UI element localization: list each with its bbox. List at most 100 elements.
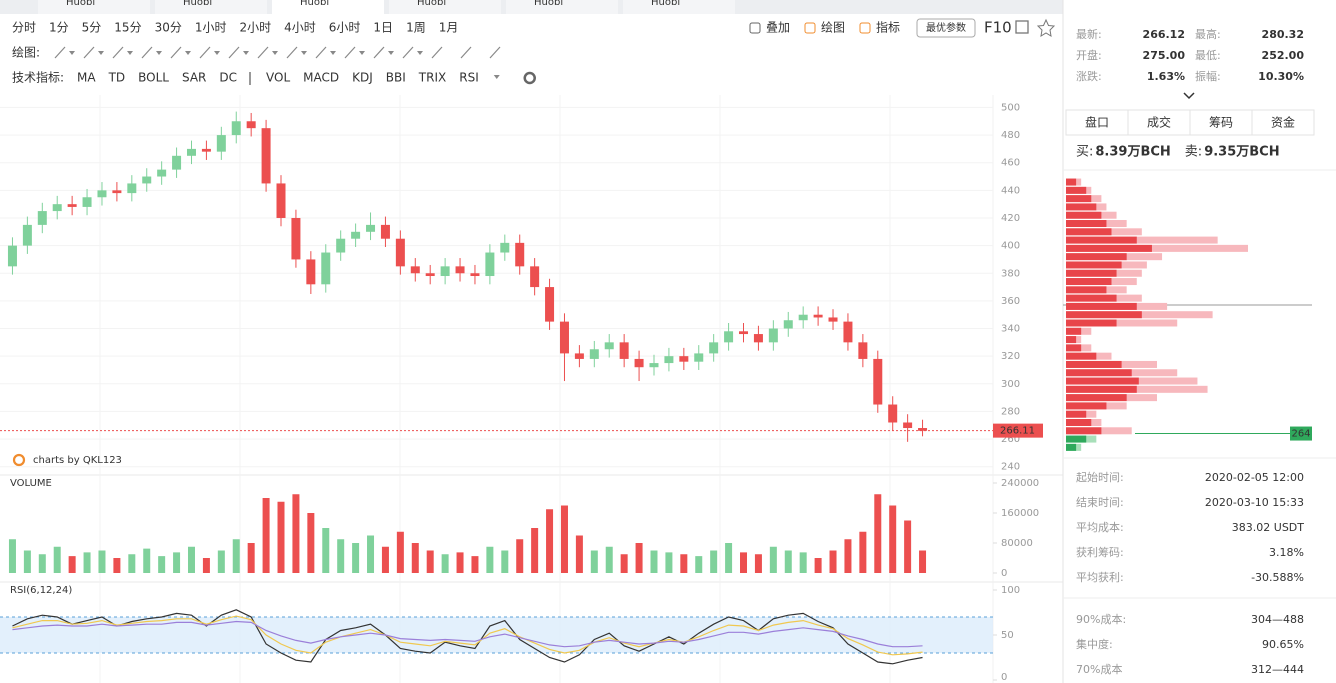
browser-tab[interactable] — [38, 0, 150, 14]
candle-body — [768, 328, 778, 343]
side-tab-label[interactable]: 资金 — [1271, 115, 1295, 130]
draw-tool-dropdown[interactable] — [69, 51, 75, 55]
side-tab-label[interactable]: 盘口 — [1085, 115, 1109, 130]
period-button[interactable]: 分时 — [12, 21, 36, 35]
draw-tool-dropdown[interactable] — [127, 51, 133, 55]
draw-tool-icon[interactable] — [489, 46, 501, 59]
indicator-button[interactable]: RSI — [459, 71, 479, 85]
browser-tab-title[interactable]: Huobi — [534, 0, 563, 8]
period-button[interactable]: 5分 — [82, 21, 102, 35]
tool-button[interactable]: 绘图 — [821, 20, 845, 35]
browser-tab[interactable] — [155, 0, 267, 14]
draw-tool-dropdown[interactable] — [330, 51, 336, 55]
candle-body — [201, 148, 211, 152]
browser-tab-title[interactable]: Huobi — [417, 0, 446, 8]
best-params-label[interactable]: 最优参数 — [926, 21, 966, 34]
draw-tool-icon[interactable] — [54, 46, 66, 59]
tool-button[interactable]: 叠加 — [766, 21, 790, 35]
f10-button[interactable]: F10 — [984, 19, 1012, 37]
indicator-button[interactable]: TD — [108, 71, 126, 85]
draw-tool-icon[interactable] — [199, 46, 211, 59]
fullscreen-icon[interactable] — [1015, 20, 1029, 34]
candle-body — [112, 190, 122, 194]
indicator-button[interactable]: MACD — [303, 71, 339, 85]
volume-bar — [307, 513, 315, 573]
browser-tab-title[interactable]: Huobi — [66, 0, 95, 8]
chip-current-box — [1290, 426, 1312, 441]
draw-tool-icon[interactable] — [141, 46, 153, 59]
draw-tool-icon[interactable] — [460, 46, 472, 59]
best-params-button[interactable] — [916, 18, 976, 38]
period-button[interactable]: 1小时 — [195, 21, 227, 35]
indicator-button[interactable]: DC — [219, 71, 237, 85]
side-tab-label[interactable]: 筹码 — [1209, 116, 1233, 130]
period-button[interactable]: 1日 — [373, 21, 393, 35]
period-button[interactable]: 2小时 — [240, 21, 272, 35]
indicator-button[interactable]: KDJ — [352, 71, 373, 85]
side-tab[interactable] — [1189, 109, 1253, 136]
browser-tab-title[interactable]: Huobi — [300, 0, 329, 8]
tool-icon[interactable] — [804, 22, 816, 34]
side-tab-label[interactable]: 成交 — [1147, 115, 1171, 130]
volume-axis-label: 0 — [1001, 568, 1007, 579]
volume-bar — [426, 550, 434, 573]
indicator-dropdown[interactable] — [493, 75, 500, 79]
draw-tool-icon[interactable] — [402, 46, 414, 59]
chip-bar — [1066, 253, 1127, 261]
period-button[interactable]: 1月 — [439, 21, 459, 35]
volume-bar — [396, 531, 404, 573]
draw-tool-dropdown[interactable] — [185, 51, 191, 55]
browser-tab[interactable] — [389, 0, 501, 14]
info-value: 90.65% — [1262, 638, 1304, 651]
browser-tab[interactable] — [623, 0, 735, 14]
draw-tool-icon[interactable] — [112, 46, 124, 59]
draw-tool-icon[interactable] — [344, 46, 356, 59]
period-button[interactable]: 1分 — [49, 21, 69, 35]
volume-bar — [740, 552, 748, 573]
tool-icon[interactable] — [749, 22, 761, 34]
browser-tab-title[interactable]: Huobi — [651, 0, 680, 8]
draw-tool-dropdown[interactable] — [214, 51, 220, 55]
indicator-button[interactable]: BBI — [386, 71, 406, 85]
draw-tool-dropdown[interactable] — [301, 51, 307, 55]
period-button[interactable]: 1周 — [406, 21, 426, 35]
period-button[interactable]: 4小时 — [284, 21, 316, 35]
tool-icon[interactable] — [859, 22, 871, 34]
draw-tool-dropdown[interactable] — [156, 51, 162, 55]
period-button[interactable]: 30分 — [155, 21, 182, 35]
volume-bar — [531, 528, 539, 573]
draw-tool-dropdown[interactable] — [388, 51, 394, 55]
browser-tab-title[interactable]: Huobi — [183, 0, 212, 8]
draw-tool-dropdown[interactable] — [243, 51, 249, 55]
draw-tool-dropdown[interactable] — [98, 51, 104, 55]
draw-tool-icon[interactable] — [170, 46, 182, 59]
draw-tool-icon[interactable] — [315, 46, 327, 59]
draw-tool-dropdown[interactable] — [417, 51, 423, 55]
draw-tool-icon[interactable] — [373, 46, 385, 59]
price-axis-label: 300 — [1001, 379, 1020, 390]
draw-tool-dropdown[interactable] — [272, 51, 278, 55]
indicator-button[interactable]: TRIX — [418, 71, 446, 85]
draw-tool-icon[interactable] — [286, 46, 298, 59]
period-button[interactable]: 15分 — [114, 21, 141, 35]
browser-tab[interactable] — [272, 0, 384, 14]
expand-chevron[interactable] — [1183, 92, 1195, 100]
indicator-button[interactable]: MA — [77, 71, 96, 85]
indicator-button[interactable]: SAR — [182, 71, 206, 85]
indicator-button[interactable]: BOLL — [138, 71, 169, 85]
tool-button[interactable]: 指标 — [876, 20, 900, 35]
chip-bar — [1066, 278, 1112, 286]
indicator-button[interactable]: VOL — [266, 71, 290, 85]
side-tab[interactable] — [1127, 109, 1191, 136]
draw-tool-icon[interactable] — [228, 46, 240, 59]
side-tab[interactable] — [1251, 109, 1315, 136]
draw-tool-icon[interactable] — [431, 46, 443, 59]
period-button[interactable]: 6小时 — [329, 21, 361, 35]
settings-icon[interactable] — [523, 71, 536, 85]
draw-tool-dropdown[interactable] — [359, 51, 365, 55]
last-price-box — [993, 423, 1043, 438]
browser-tab[interactable] — [506, 0, 618, 14]
favorite-icon[interactable] — [1036, 18, 1056, 37]
draw-tool-icon[interactable] — [257, 46, 269, 59]
draw-tool-icon[interactable] — [83, 46, 95, 59]
